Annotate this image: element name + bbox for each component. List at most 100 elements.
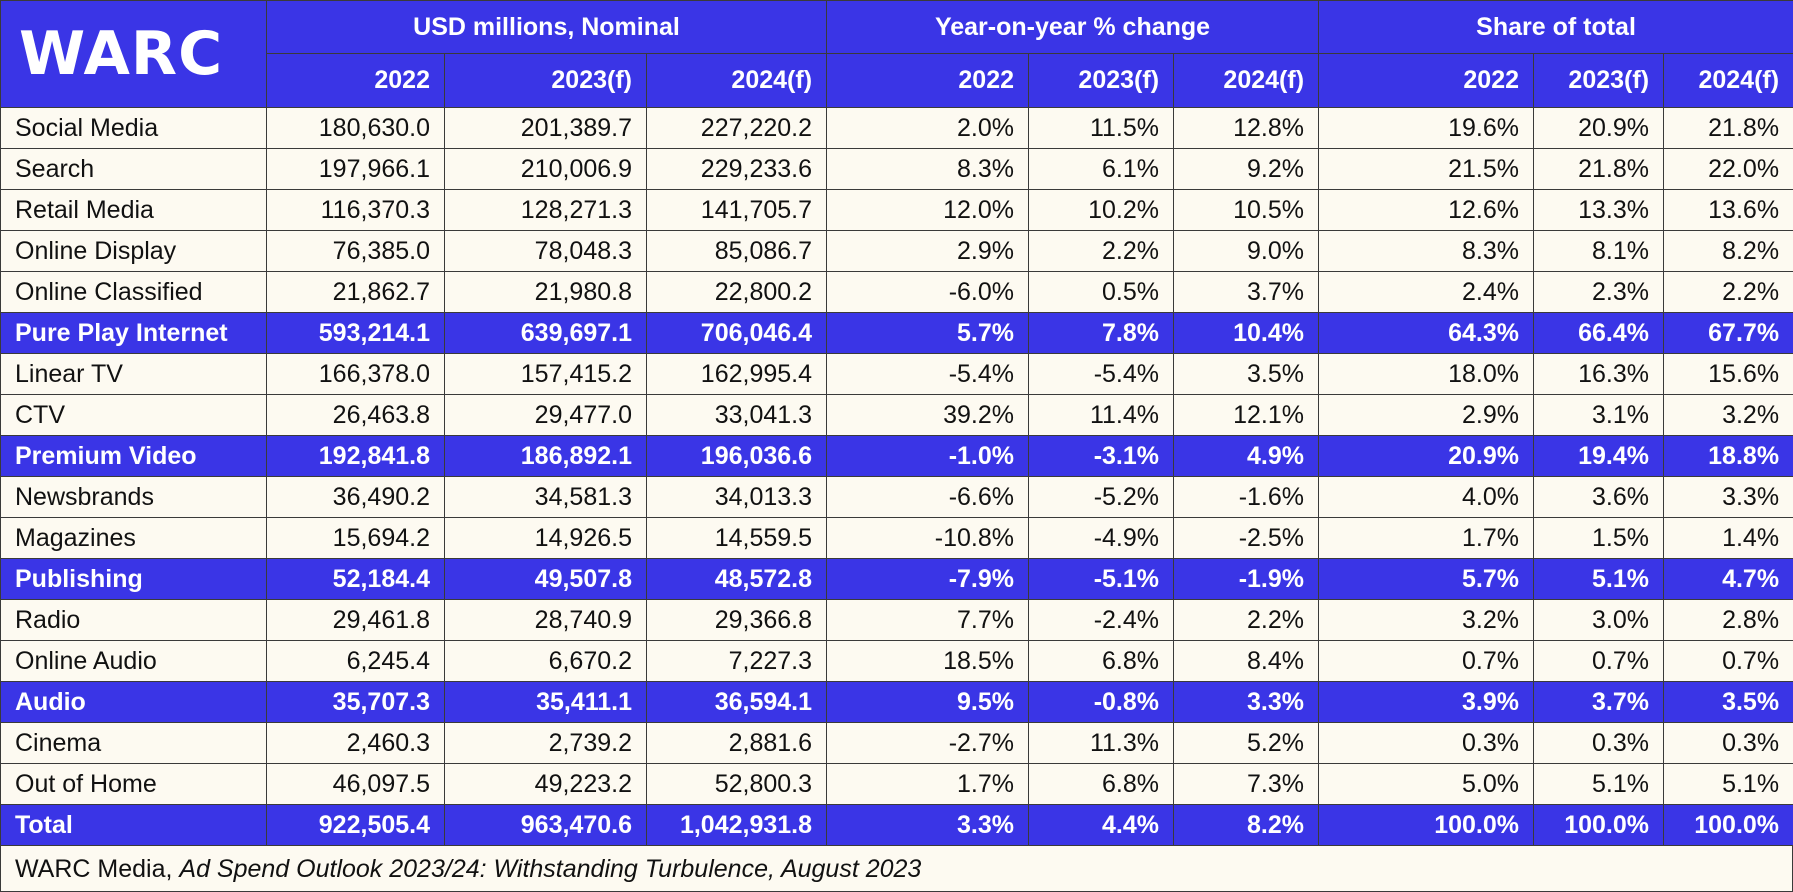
row-label: Linear TV [1,354,267,395]
value-cell: 1.7% [1319,518,1534,559]
value-cell: 10.4% [1174,313,1319,354]
value-cell: 14,926.5 [445,518,647,559]
value-cell: 18.5% [827,641,1029,682]
value-cell: 1.5% [1534,518,1664,559]
value-cell: 1.7% [827,764,1029,805]
value-cell: 5.7% [827,313,1029,354]
value-cell: 35,707.3 [267,682,445,723]
value-cell: 6.8% [1029,764,1174,805]
source-prefix: WARC Media, [15,855,172,883]
value-cell: 36,490.2 [267,477,445,518]
value-cell: 2.2% [1029,231,1174,272]
value-cell: 157,415.2 [445,354,647,395]
value-cell: 116,370.3 [267,190,445,231]
value-cell: 2.0% [827,108,1029,149]
year-header: 2022 [827,54,1029,108]
value-cell: 3.7% [1174,272,1319,313]
value-cell: 2.2% [1664,272,1793,313]
value-cell: 78,048.3 [445,231,647,272]
value-cell: 22.0% [1664,149,1793,190]
value-cell: -7.9% [827,559,1029,600]
value-cell: 229,233.6 [647,149,827,190]
value-cell: 1,042,931.8 [647,805,827,846]
row-label: Total [1,805,267,846]
value-cell: 2.4% [1319,272,1534,313]
value-cell: 85,086.7 [647,231,827,272]
row-label: Magazines [1,518,267,559]
value-cell: 2.8% [1664,600,1793,641]
value-cell: 35,411.1 [445,682,647,723]
value-cell: 166,378.0 [267,354,445,395]
value-cell: 22,800.2 [647,272,827,313]
value-cell: 21.8% [1534,149,1664,190]
value-cell: -1.0% [827,436,1029,477]
value-cell: 3.2% [1664,395,1793,436]
value-cell: 29,477.0 [445,395,647,436]
value-cell: 192,841.8 [267,436,445,477]
row-label: Newsbrands [1,477,267,518]
value-cell: -5.4% [1029,354,1174,395]
value-cell: 3.3% [827,805,1029,846]
value-cell: -5.1% [1029,559,1174,600]
value-cell: 0.7% [1319,641,1534,682]
value-cell: 46,097.5 [267,764,445,805]
value-cell: 18.0% [1319,354,1534,395]
value-cell: 49,507.8 [445,559,647,600]
value-cell: -10.8% [827,518,1029,559]
value-cell: 639,697.1 [445,313,647,354]
value-cell: 5.1% [1534,764,1664,805]
year-header: 2022 [267,54,445,108]
ad-spend-table: WARC USD millions, Nominal Year-on-year … [0,0,1793,846]
value-cell: 10.2% [1029,190,1174,231]
value-cell: 19.4% [1534,436,1664,477]
value-cell: 186,892.1 [445,436,647,477]
value-cell: 13.3% [1534,190,1664,231]
year-header-row: 2022 2023(f) 2024(f) 2022 2023(f) 2024(f… [1,54,1793,108]
value-cell: 52,184.4 [267,559,445,600]
row-label: Retail Media [1,190,267,231]
row-label: Online Classified [1,272,267,313]
value-cell: 8.4% [1174,641,1319,682]
value-cell: 2.3% [1534,272,1664,313]
value-cell: 8.2% [1174,805,1319,846]
row-label: Pure Play Internet [1,313,267,354]
year-header: 2023(f) [1029,54,1174,108]
value-cell: 4.7% [1664,559,1793,600]
row-label: Search [1,149,267,190]
value-cell: 210,006.9 [445,149,647,190]
year-header: 2024(f) [1174,54,1319,108]
value-cell: 7.7% [827,600,1029,641]
group-header-yoy: Year-on-year % change [827,1,1319,54]
value-cell: 3.0% [1534,600,1664,641]
value-cell: 7,227.3 [647,641,827,682]
value-cell: 8.3% [1319,231,1534,272]
value-cell: 14,559.5 [647,518,827,559]
year-header: 2023(f) [445,54,647,108]
value-cell: 8.3% [827,149,1029,190]
value-cell: 28,740.9 [445,600,647,641]
row-label: Cinema [1,723,267,764]
value-cell: -2.7% [827,723,1029,764]
warc-logo-cell: WARC [1,1,267,108]
year-header: 2023(f) [1534,54,1664,108]
value-cell: -5.2% [1029,477,1174,518]
row-label: Social Media [1,108,267,149]
value-cell: 4.0% [1319,477,1534,518]
value-cell: 3.7% [1534,682,1664,723]
value-cell: 196,036.6 [647,436,827,477]
value-cell: 0.3% [1534,723,1664,764]
value-cell: 201,389.7 [445,108,647,149]
value-cell: -1.9% [1174,559,1319,600]
value-cell: 6.8% [1029,641,1174,682]
value-cell: 1.4% [1664,518,1793,559]
year-header: 2024(f) [647,54,827,108]
value-cell: 5.1% [1664,764,1793,805]
